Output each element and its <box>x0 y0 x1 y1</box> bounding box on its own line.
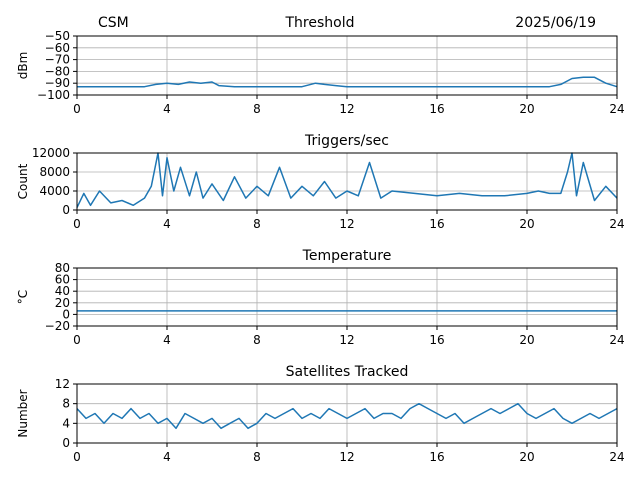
series-line-1 <box>76 402 618 430</box>
x-tick-label: 4 <box>163 333 171 347</box>
y-tick-label: 40 <box>55 284 70 298</box>
y-tick-label: 12000 <box>32 146 70 160</box>
y-tick-label: 0 <box>62 436 70 450</box>
x-tick-label: 8 <box>253 102 261 116</box>
y-axis-label: °C <box>16 290 30 304</box>
y-tick-label: 0 <box>62 307 70 321</box>
x-tick-label: 16 <box>429 450 444 464</box>
y-tick-label: 8000 <box>39 165 70 179</box>
y-axis-label: Number <box>16 389 30 437</box>
x-tick-label: 8 <box>253 333 261 347</box>
header-left-label: CSM <box>98 15 129 31</box>
y-tick-label: −70 <box>45 53 70 67</box>
x-tick-label: 0 <box>73 217 81 231</box>
y-tick-label: −20 <box>45 319 70 333</box>
panel-title: Temperature <box>302 248 392 264</box>
y-tick-label: 12 <box>55 377 70 391</box>
x-tick-label: 0 <box>73 102 81 116</box>
y-tick-label: −90 <box>45 76 70 90</box>
y-axis-label: dBm <box>16 52 30 80</box>
y-tick-label: 4 <box>62 416 70 430</box>
x-tick-label: 8 <box>253 217 261 231</box>
x-tick-label: 16 <box>429 102 444 116</box>
x-tick-label: 4 <box>163 450 171 464</box>
x-tick-label: 12 <box>339 333 354 347</box>
x-tick-label: 8 <box>253 450 261 464</box>
series-line-1 <box>76 152 618 208</box>
chart-panel-4: 0 4 8 12 16 20 24 0 4 8 12 Satellites Tracked Number <box>16 364 625 464</box>
chart-panel-2: 0 4 8 12 16 20 24 0 4000 8000 12000 Triggers/sec Cou… <box>16 133 625 231</box>
x-tick-label: 12 <box>339 450 354 464</box>
y-tick-label: 20 <box>55 296 70 310</box>
x-tick-label: 12 <box>339 102 354 116</box>
panel-title: Triggers/sec <box>304 133 389 149</box>
y-tick-label: 80 <box>55 261 70 275</box>
x-tick-label: 24 <box>609 217 624 231</box>
x-tick-label: 24 <box>609 450 624 464</box>
x-tick-label: 20 <box>519 450 534 464</box>
x-tick-label: 20 <box>519 217 534 231</box>
x-tick-label: 20 <box>519 333 534 347</box>
y-tick-label: 8 <box>62 397 70 411</box>
y-tick-label: −80 <box>45 64 70 78</box>
x-tick-label: 12 <box>339 217 354 231</box>
x-tick-label: 16 <box>429 333 444 347</box>
header-center-label: Threshold <box>285 15 355 31</box>
y-axis-label: Count <box>16 163 30 199</box>
chart-panels: 0 4 8 12 16 20 24 −100−90−80−70−60−50 dBm 0 4 8 12 16… <box>16 29 625 464</box>
x-tick-label: 24 <box>609 102 624 116</box>
x-tick-label: 4 <box>163 217 171 231</box>
x-tick-label: 16 <box>429 217 444 231</box>
y-tick-label: 4000 <box>39 184 70 198</box>
x-tick-label: 0 <box>73 450 81 464</box>
panel-title: Satellites Tracked <box>286 364 409 380</box>
header-date-label: 2025/06/19 <box>515 15 596 31</box>
y-tick-label: −60 <box>45 41 70 55</box>
x-tick-label: 0 <box>73 333 81 347</box>
x-tick-label: 20 <box>519 102 534 116</box>
x-tick-label: 24 <box>609 333 624 347</box>
y-tick-label: −50 <box>45 29 70 43</box>
x-tick-label: 4 <box>163 102 171 116</box>
series-line-1 <box>77 76 618 88</box>
y-tick-label: −100 <box>37 88 70 102</box>
y-tick-label: 60 <box>55 273 70 287</box>
y-tick-label: 0 <box>62 203 70 217</box>
chart-panel-1: 0 4 8 12 16 20 24 −100−90−80−70−60−50 dBm <box>16 29 625 116</box>
